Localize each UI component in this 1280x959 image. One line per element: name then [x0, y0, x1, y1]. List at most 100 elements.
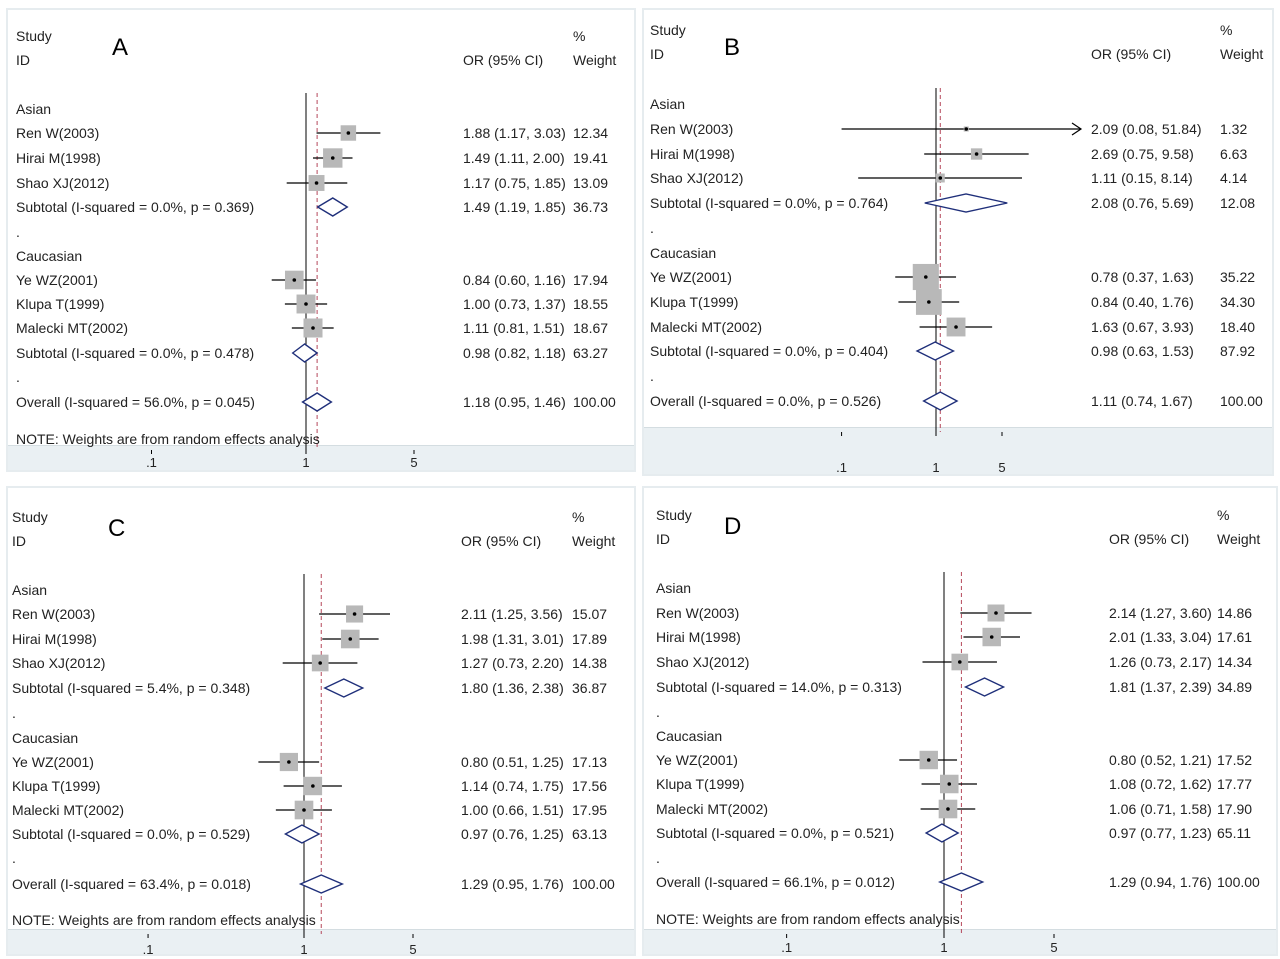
- weight-value: 12.08: [1220, 195, 1256, 211]
- header-id: ID: [12, 533, 26, 549]
- weight-value: 14.86: [1217, 605, 1253, 621]
- forest-plot: [841, 88, 1083, 436]
- weight-value: 17.61: [1217, 629, 1253, 645]
- panel-letter-a: A: [112, 34, 129, 61]
- weights-note: NOTE: Weights are from random effects an…: [656, 911, 960, 927]
- x-tick-label: 5: [1050, 940, 1058, 955]
- weights-note: NOTE: Weights are from random effects an…: [12, 912, 316, 928]
- overall-diamond: [922, 391, 959, 411]
- x-axis-strip: [8, 445, 634, 470]
- header-pct: %: [1220, 22, 1233, 38]
- header-id: ID: [16, 52, 30, 68]
- ci-value: 1.98 (1.31, 3.01): [461, 631, 564, 647]
- ci-value: 1.14 (0.74, 1.75): [461, 778, 564, 794]
- study-label: Ye WZ(2001): [650, 269, 732, 285]
- x-tick-label: .1: [836, 460, 847, 475]
- weight-value: 17.94: [573, 272, 609, 288]
- study-label: Ye WZ(2001): [16, 272, 98, 288]
- header-weight: Weight: [573, 52, 617, 68]
- group-label: Asian: [650, 96, 686, 112]
- study-label: Ye WZ(2001): [12, 754, 94, 770]
- study-label: Shao XJ(2012): [650, 170, 744, 186]
- weight-value: 18.40: [1220, 319, 1256, 335]
- overall-label: Overall (I-squared = 63.4%, p = 0.018): [12, 876, 251, 892]
- forest-plot: [147, 574, 414, 938]
- ci-value: 2.14 (1.27, 3.60): [1109, 605, 1212, 621]
- subtotal-label: Subtotal (I-squared = 0.0%, p = 0.764): [650, 195, 889, 211]
- weight-value: 1.32: [1220, 121, 1248, 137]
- ci-value: 1.80 (1.36, 2.38): [461, 680, 564, 696]
- weight-value: 17.89: [572, 631, 608, 647]
- ci-value: 2.01 (1.33, 3.04): [1109, 629, 1212, 645]
- point-estimate: [924, 275, 928, 279]
- x-axis-strip: [644, 929, 1276, 954]
- x-tick-label: 1: [300, 942, 308, 957]
- subtotal-label: Subtotal (I-squared = 0.0%, p = 0.478): [16, 345, 255, 361]
- overall-diamond: [937, 872, 985, 892]
- header-id: ID: [650, 46, 664, 62]
- subtotal-diamond: [924, 193, 1008, 213]
- ci-value: 1.49 (1.11, 2.00): [463, 150, 565, 166]
- point-estimate: [346, 131, 351, 135]
- header-study: Study: [16, 28, 52, 44]
- ci-value: 1.06 (0.71, 1.58): [1109, 801, 1212, 817]
- ci-value: 1.18 (0.95, 1.46): [463, 394, 566, 410]
- x-tick-label: 5: [409, 942, 417, 957]
- point-estimate: [974, 152, 979, 156]
- point-estimate: [348, 637, 353, 641]
- ci-value: 1.29 (0.94, 1.76): [1109, 874, 1212, 890]
- weight-value: 4.14: [1220, 170, 1248, 186]
- ci-value: 1.81 (1.37, 2.39): [1109, 679, 1212, 695]
- subtotal-label: Subtotal (I-squared = 0.0%, p = 0.369): [16, 199, 255, 215]
- ci-value: 0.84 (0.60, 1.16): [463, 272, 566, 288]
- weights-note: NOTE: Weights are from random effects an…: [16, 431, 320, 447]
- weight-value: 17.52: [1217, 752, 1253, 768]
- overall-label: Overall (I-squared = 66.1%, p = 0.012): [656, 874, 895, 890]
- weight-value: 18.55: [573, 296, 609, 312]
- subtotal-label: Subtotal (I-squared = 0.0%, p = 0.404): [650, 343, 889, 359]
- study-label: Ren W(2003): [12, 606, 96, 622]
- row-spacer: .: [16, 224, 20, 240]
- row-spacer: .: [12, 705, 16, 721]
- weight-value: 100.00: [572, 876, 615, 892]
- point-estimate: [957, 660, 962, 664]
- point-estimate: [304, 302, 308, 306]
- weight-value: 17.90: [1217, 801, 1253, 817]
- group-label: Asian: [656, 580, 692, 596]
- x-tick-label: .1: [781, 940, 793, 955]
- weight-value: 17.56: [572, 778, 608, 794]
- point-estimate: [954, 325, 958, 329]
- study-label: Ren W(2003): [16, 125, 100, 141]
- ci-arrow: [1071, 122, 1083, 136]
- study-label: Klupa T(1999): [656, 776, 745, 792]
- header-or: OR (95% CI): [1109, 531, 1190, 547]
- point-estimate: [330, 156, 335, 160]
- forest-panel-d: Study ID OR (95% CI)% Weight D Asian Ren W(200…: [642, 486, 1278, 956]
- subtotal-label: Subtotal (I-squared = 0.0%, p = 0.521): [656, 825, 895, 841]
- subtotal-label: Subtotal (I-squared = 0.0%, p = 0.529): [12, 826, 251, 842]
- group-label: Caucasian: [16, 248, 83, 264]
- header-or: OR (95% CI): [461, 533, 542, 549]
- point-estimate: [946, 807, 950, 811]
- point-estimate: [994, 611, 998, 615]
- study-label: Hirai M(1998): [16, 150, 101, 166]
- x-tick-label: 5: [998, 460, 1006, 475]
- ci-value: 1.26 (0.73, 2.17): [1109, 654, 1212, 670]
- panel-letter-c: C: [108, 515, 126, 542]
- point-estimate: [287, 760, 291, 764]
- study-label: Ye WZ(2001): [656, 752, 738, 768]
- header-weight: Weight: [572, 533, 616, 549]
- ci-value: 1.27 (0.73, 2.20): [461, 655, 564, 671]
- overall-label: Overall (I-squared = 0.0%, p = 0.526): [650, 393, 882, 409]
- ci-value: 1.11 (0.15, 8.14): [1091, 170, 1193, 186]
- weight-value: 35.22: [1220, 269, 1256, 285]
- study-label: Ren W(2003): [656, 605, 740, 621]
- weight-value: 65.11: [1217, 825, 1251, 841]
- weight-value: 14.34: [1217, 654, 1253, 670]
- study-label: Shao XJ(2012): [16, 175, 110, 191]
- ci-value: 0.97 (0.77, 1.23): [1109, 825, 1212, 841]
- row-spacer: .: [650, 368, 654, 384]
- ci-value: 0.80 (0.52, 1.21): [1109, 752, 1212, 768]
- x-tick-label: 1: [302, 455, 310, 470]
- group-label: Caucasian: [656, 728, 723, 744]
